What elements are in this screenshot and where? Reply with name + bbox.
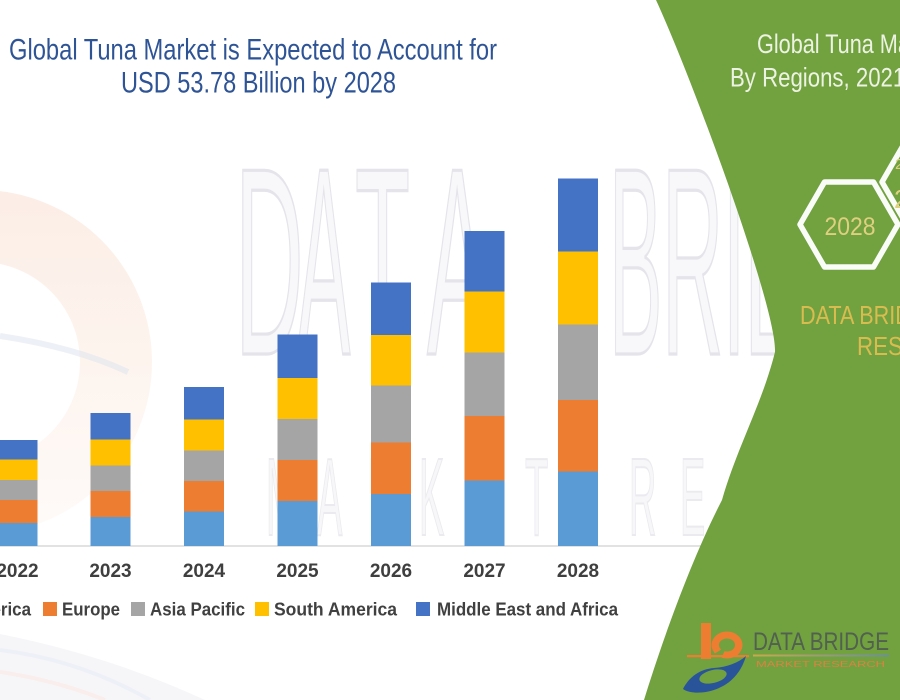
svg-text:Asia Pacific: Asia Pacific bbox=[150, 600, 245, 620]
svg-text:R: R bbox=[629, 437, 656, 559]
svg-text:2027: 2027 bbox=[463, 561, 505, 582]
svg-text:T: T bbox=[525, 437, 548, 559]
svg-text:Europe: Europe bbox=[62, 600, 120, 620]
svg-text:2028: 2028 bbox=[894, 184, 900, 214]
svg-text:By Regions, 2021-2028: By Regions, 2021-2028 bbox=[730, 63, 900, 93]
svg-text:USD 53.78 Billion by 2028: USD 53.78 Billion by 2028 bbox=[121, 67, 396, 100]
svg-text:Global Tuna Market: Global Tuna Market bbox=[757, 29, 900, 59]
svg-text:T: T bbox=[355, 114, 410, 412]
svg-text:E: E bbox=[680, 437, 705, 559]
svg-text:R: R bbox=[662, 113, 723, 411]
svg-text:B: B bbox=[609, 113, 662, 411]
svg-text:2028: 2028 bbox=[825, 213, 876, 241]
svg-text:2028: 2028 bbox=[557, 561, 599, 582]
svg-text:South America: South America bbox=[274, 600, 398, 620]
svg-text:DATA BRIDGE MARKET: DATA BRIDGE MARKET bbox=[800, 300, 900, 330]
svg-text:DATA BRIDGE: DATA BRIDGE bbox=[753, 628, 889, 656]
svg-text:2022: 2022 bbox=[0, 561, 39, 582]
svg-text:2024: 2024 bbox=[183, 561, 226, 582]
svg-text:2021-: 2021- bbox=[895, 156, 900, 173]
svg-text:2026: 2026 bbox=[370, 561, 412, 582]
svg-text:2023: 2023 bbox=[89, 561, 131, 582]
svg-text:Global Tuna Market is Expected: Global Tuna Market is Expected to Accoun… bbox=[9, 34, 497, 67]
svg-text:2025: 2025 bbox=[276, 561, 319, 582]
svg-text:Middle East and Africa: Middle East and Africa bbox=[437, 600, 619, 620]
svg-text:North America: North America bbox=[0, 600, 32, 620]
svg-text:RESEARCH: RESEARCH bbox=[857, 331, 900, 361]
svg-text:A: A bbox=[317, 437, 342, 559]
svg-text:K: K bbox=[419, 437, 444, 559]
svg-text:MARKET RESEARCH: MARKET RESEARCH bbox=[756, 659, 885, 669]
